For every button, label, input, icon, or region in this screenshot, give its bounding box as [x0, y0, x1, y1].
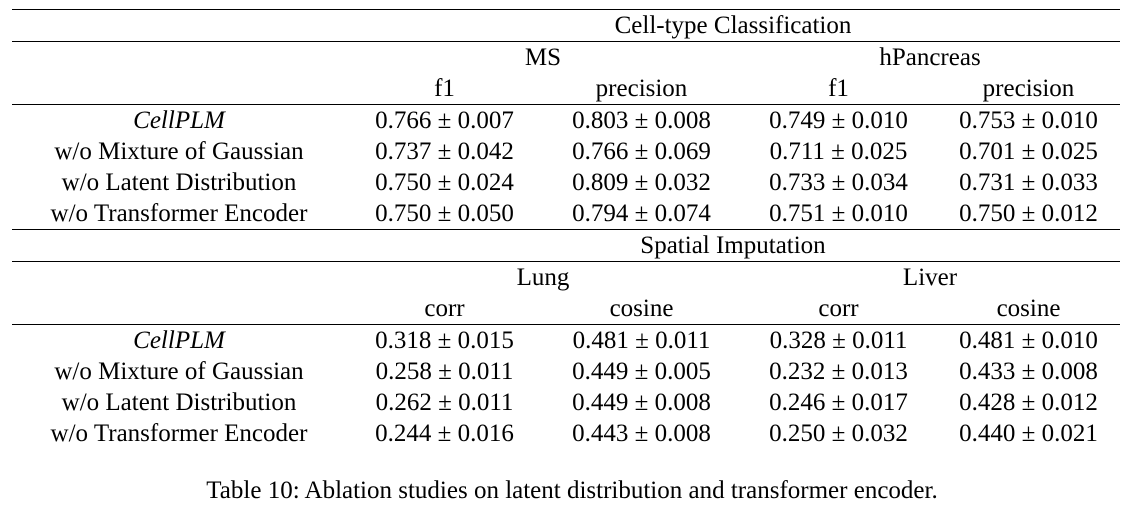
method-name: w/o Mixture of Gaussian — [54, 358, 304, 385]
metric-header-row: corr cosine corr cosine — [12, 293, 1120, 325]
table-cell: 0.803 ± 0.008 — [572, 107, 711, 134]
metric-label: precision — [543, 73, 740, 105]
dataset-header-row: MS hPancreas — [12, 42, 1120, 74]
ablation-table: Cell-type Classification MS hPancreas f1… — [12, 9, 1120, 449]
table-cell: 0.433 ± 0.008 — [959, 358, 1098, 385]
method-name: w/o Transformer Encoder — [50, 420, 308, 447]
table-cell: 0.794 ± 0.074 — [543, 198, 740, 230]
metric-label: corr — [740, 293, 937, 325]
table-cell: 0.766 ± 0.007 — [375, 107, 514, 134]
table-cell: 0.750 ± 0.050 — [346, 198, 543, 230]
table-row: CellPLM 0.766 ± 0.007 0.803 ± 0.008 0.74… — [12, 105, 1120, 137]
method-name: w/o Latent Distribution — [61, 389, 297, 416]
table-cell: 0.809 ± 0.032 — [572, 169, 711, 196]
table-cell: 0.440 ± 0.021 — [959, 420, 1098, 447]
metric-label: f1 — [346, 73, 543, 105]
metric-label: f1 — [740, 73, 937, 105]
table-row: CellPLM 0.318 ± 0.015 0.481 ± 0.011 0.32… — [12, 325, 1120, 357]
table-cell: 0.428 ± 0.012 — [959, 389, 1098, 416]
task-title: Cell-type Classification — [346, 9, 1120, 42]
table-cell: 0.766 ± 0.069 — [572, 138, 711, 165]
method-name: w/o Latent Distribution — [61, 169, 297, 196]
table-cell: 0.731 ± 0.033 — [959, 169, 1098, 196]
metric-label: precision — [937, 73, 1120, 105]
table-cell: 0.443 ± 0.008 — [572, 420, 711, 447]
table-cell: 0.701 ± 0.025 — [959, 138, 1098, 165]
table-cell: 0.481 ± 0.011 — [572, 327, 711, 354]
table-cell: 0.246 ± 0.017 — [769, 389, 908, 416]
method-name: CellPLM — [133, 327, 225, 354]
method-name: w/o Mixture of Gaussian — [54, 138, 304, 165]
dataset-label: Lung — [516, 264, 570, 291]
table-row: w/o Latent Distribution 0.262 ± 0.011 0.… — [12, 387, 1120, 418]
table-row: w/o Mixture of Gaussian 0.258 ± 0.011 0.… — [12, 356, 1120, 387]
task-header-row: Spatial Imputation — [12, 229, 1120, 262]
table-cell: 0.733 ± 0.034 — [769, 169, 908, 196]
table-cell: 0.753 ± 0.010 — [959, 107, 1098, 134]
dataset-label: Liver — [902, 264, 958, 291]
table-cell: 0.449 ± 0.005 — [572, 358, 711, 385]
metric-header-row: f1 precision f1 precision — [12, 73, 1120, 105]
metric-label: cosine — [543, 293, 740, 325]
task-header-row: Cell-type Classification — [12, 9, 1120, 42]
table-row: w/o Transformer Encoder 0.750 ± 0.050 0.… — [12, 198, 1120, 230]
method-name: w/o Transformer Encoder — [12, 198, 346, 230]
table-cell: 0.737 ± 0.042 — [375, 138, 514, 165]
table-row: w/o Mixture of Gaussian 0.737 ± 0.042 0.… — [12, 136, 1120, 167]
dataset-header-row: Lung Liver — [12, 262, 1120, 294]
table-cell: 0.250 ± 0.032 — [769, 420, 908, 447]
table-cell: 0.750 ± 0.024 — [375, 169, 514, 196]
method-name: CellPLM — [133, 107, 225, 134]
dataset-label: MS — [524, 44, 562, 71]
table-cell: 0.244 ± 0.016 — [375, 420, 514, 447]
dataset-label: hPancreas — [879, 44, 981, 71]
table-cell: 0.481 ± 0.010 — [959, 327, 1098, 354]
table-row: w/o Latent Distribution 0.750 ± 0.024 0.… — [12, 167, 1120, 198]
task-title: Spatial Imputation — [346, 229, 1120, 262]
table-cell: 0.449 ± 0.008 — [572, 389, 711, 416]
table-cell: 0.232 ± 0.013 — [769, 358, 908, 385]
table-cell: 0.711 ± 0.025 — [769, 138, 908, 165]
table-cell: 0.751 ± 0.010 — [740, 198, 937, 230]
metric-label: corr — [346, 293, 543, 325]
table-row: w/o Transformer Encoder 0.244 ± 0.016 0.… — [12, 418, 1120, 449]
table-cell: 0.328 ± 0.011 — [769, 327, 908, 354]
table-caption: Table 10: Ablation studies on latent dis… — [206, 477, 938, 504]
metric-label: cosine — [937, 293, 1120, 325]
table-cell: 0.750 ± 0.012 — [937, 198, 1120, 230]
table-cell: 0.258 ± 0.011 — [375, 358, 514, 385]
table-cell: 0.318 ± 0.015 — [375, 327, 514, 354]
table-cell: 0.749 ± 0.010 — [769, 107, 908, 134]
table-cell: 0.262 ± 0.011 — [375, 389, 514, 416]
